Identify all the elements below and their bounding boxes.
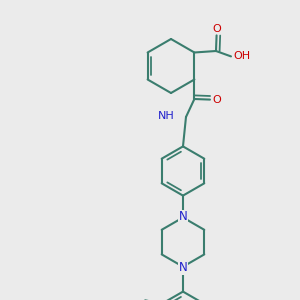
Text: O: O <box>212 24 221 34</box>
Text: NH: NH <box>158 111 175 122</box>
Text: O: O <box>212 94 221 105</box>
Text: OH: OH <box>234 51 251 62</box>
Text: N: N <box>178 261 188 274</box>
Text: N: N <box>178 210 188 223</box>
